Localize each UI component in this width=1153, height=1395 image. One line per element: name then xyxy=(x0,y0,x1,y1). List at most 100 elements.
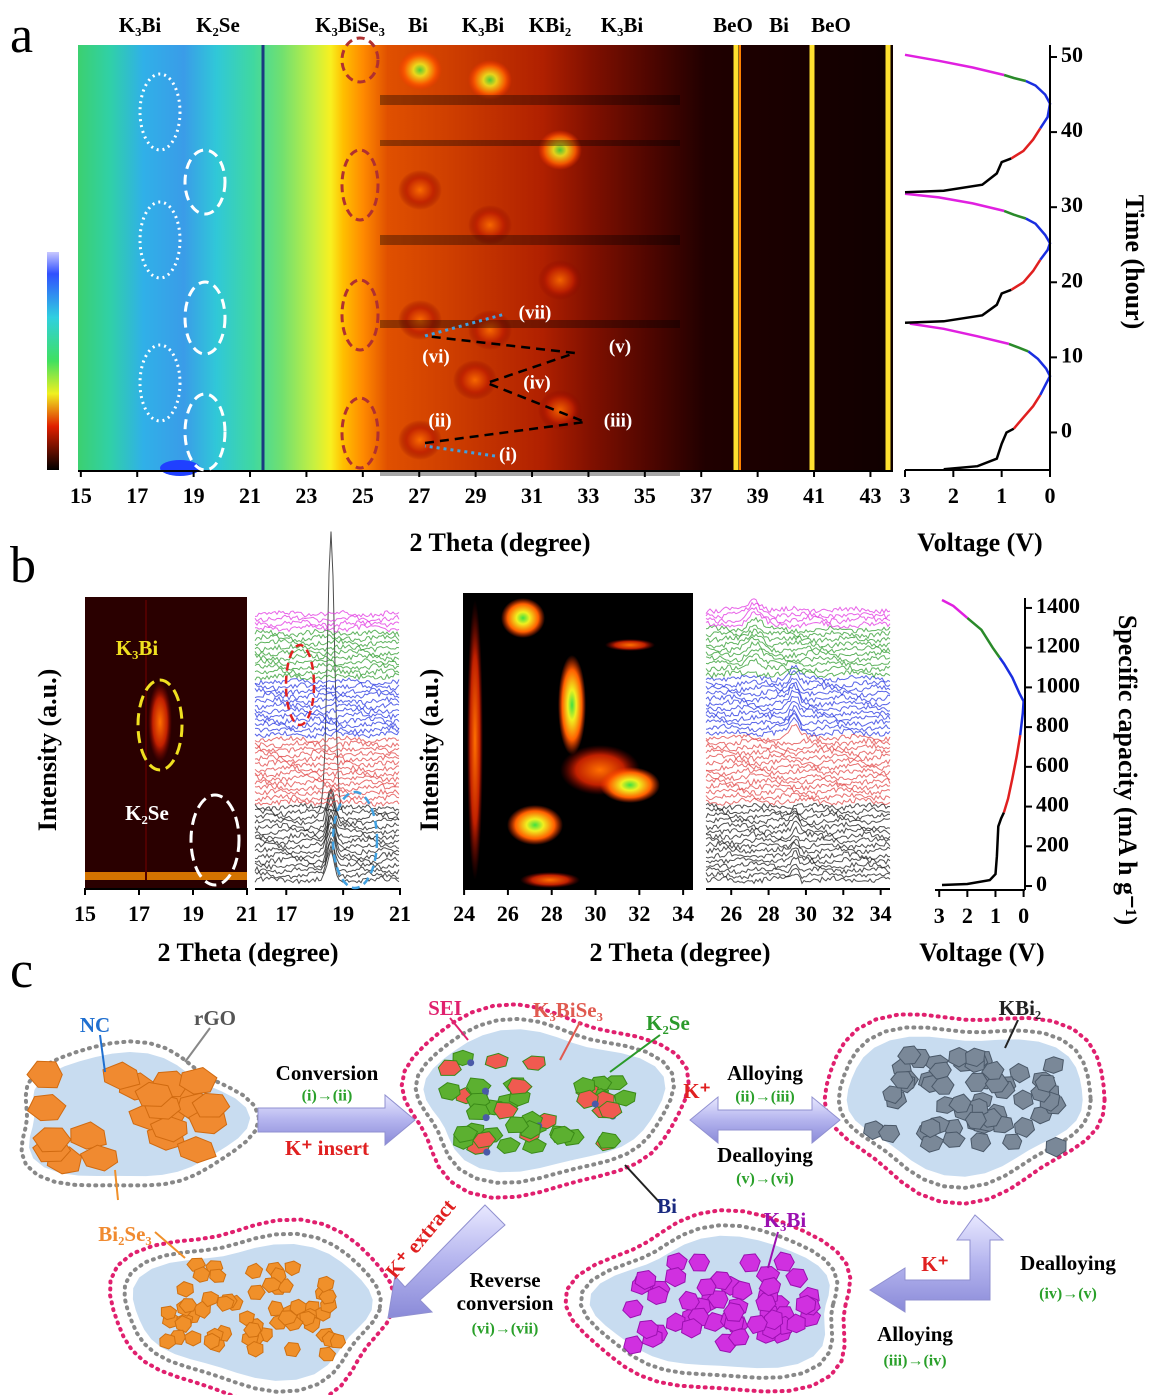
particle xyxy=(795,1294,817,1316)
spectrum-trace xyxy=(254,822,400,856)
bi-particle xyxy=(481,1087,489,1095)
y-tick-label: 10 xyxy=(1061,342,1083,367)
y-tick-label: 200 xyxy=(1036,831,1069,856)
x-axis-label: 2 Theta (degree) xyxy=(410,528,591,557)
pointer xyxy=(624,1164,663,1206)
spectrum-trace xyxy=(254,720,400,730)
diagram-label: rGO xyxy=(194,1006,236,1030)
path-arrow xyxy=(424,334,590,445)
annotation: (v) xyxy=(609,336,631,357)
spectrum-trace xyxy=(705,633,891,649)
particle xyxy=(1009,1062,1031,1084)
particle xyxy=(70,1121,107,1150)
rgo-layer xyxy=(122,1231,383,1394)
x-tick-label: 19 xyxy=(183,483,205,508)
sei-layer xyxy=(108,1217,397,1395)
x-tick-label: 21 xyxy=(389,901,411,926)
voltage-curve xyxy=(1010,259,1042,291)
spectrum-trace xyxy=(254,778,400,788)
bi-particle xyxy=(483,1148,491,1156)
heatmap-blob xyxy=(398,420,442,460)
voltage-curve xyxy=(966,616,1001,659)
y-axis-label: Intensity (a.u.) xyxy=(415,669,444,832)
spectrum-trace xyxy=(705,838,891,851)
highlight xyxy=(284,643,316,727)
x-tick-label: 23 xyxy=(295,483,317,508)
carbon-layer xyxy=(132,1244,373,1381)
highlight xyxy=(136,678,184,772)
particle xyxy=(176,1281,194,1298)
particle xyxy=(239,1310,255,1327)
x-tick-label: 2 xyxy=(948,483,959,508)
diagram-label: Alloying xyxy=(727,1061,803,1085)
diagram-label: (iii)→(iv) xyxy=(883,1353,946,1370)
heatmap-blob xyxy=(467,600,483,880)
particle xyxy=(1034,1074,1057,1093)
spectrum-trace xyxy=(705,616,891,634)
x-tick-label: 0 xyxy=(1045,483,1056,508)
highlight xyxy=(340,278,380,352)
spectrum-trace xyxy=(705,712,891,733)
spectrum-trace xyxy=(254,666,400,677)
spectrum-trace xyxy=(705,677,891,693)
particle xyxy=(472,1131,497,1149)
particle xyxy=(26,1093,67,1122)
particle xyxy=(201,1291,220,1308)
x-tick-label: 21 xyxy=(239,483,261,508)
spectrum-trace xyxy=(705,610,891,630)
bi-particle xyxy=(482,1114,490,1122)
x-tick-label: 32 xyxy=(832,901,854,926)
particle xyxy=(647,1285,669,1306)
spectrum-trace xyxy=(705,700,891,718)
highlight xyxy=(183,148,227,216)
particle xyxy=(174,1315,192,1333)
spectrum-trace xyxy=(705,606,891,625)
particle xyxy=(882,1085,903,1105)
panel-label: a xyxy=(10,7,33,64)
heatmap-blob xyxy=(538,390,582,430)
particle xyxy=(666,1252,688,1273)
heatmap-blob xyxy=(538,130,582,170)
particle xyxy=(244,1262,264,1280)
particle xyxy=(261,1277,282,1294)
voltage-curve xyxy=(1027,350,1052,396)
particle xyxy=(284,1260,302,1277)
highlight xyxy=(183,280,227,356)
spectrum-trace xyxy=(254,643,400,653)
voltage-curve xyxy=(1025,217,1052,261)
heatmap-band xyxy=(380,140,680,146)
spectrum-trace xyxy=(705,863,891,875)
spectrum-trace xyxy=(254,730,400,740)
particle xyxy=(739,1253,761,1273)
particle xyxy=(178,1298,198,1314)
x-tick-label: 30 xyxy=(585,901,607,926)
phase-label: K₃Bi xyxy=(601,13,644,37)
rgo-layer xyxy=(836,1025,1093,1190)
particle xyxy=(26,1060,63,1089)
pointer xyxy=(609,1034,661,1073)
particle xyxy=(316,1275,335,1293)
spectrum-trace xyxy=(705,636,891,654)
x-axis-label: Voltage (V) xyxy=(917,528,1042,557)
heatmap-band xyxy=(380,320,680,328)
spectrum-trace xyxy=(705,742,891,752)
spectrum-trace xyxy=(705,782,891,792)
particle xyxy=(1045,1136,1067,1158)
particle xyxy=(521,1138,547,1154)
heatmap-blob xyxy=(398,50,442,90)
x-tick-label: 21 xyxy=(236,901,258,926)
annotation: (vi) xyxy=(422,346,449,367)
heatmap-blob xyxy=(468,60,512,100)
sei-layer xyxy=(563,1208,853,1394)
particle xyxy=(598,1100,623,1120)
rgo-layer xyxy=(19,1039,262,1188)
y-tick-label: 0 xyxy=(1036,871,1047,896)
heatmap-line xyxy=(145,600,147,880)
spectrum-trace xyxy=(705,752,891,763)
spectrum-trace xyxy=(705,834,890,846)
particle xyxy=(636,1319,659,1340)
spectrum-trace xyxy=(254,848,400,885)
voltage-curve xyxy=(1003,73,1027,83)
heatmap-blob xyxy=(605,639,655,651)
voltage-curve xyxy=(943,427,1015,471)
